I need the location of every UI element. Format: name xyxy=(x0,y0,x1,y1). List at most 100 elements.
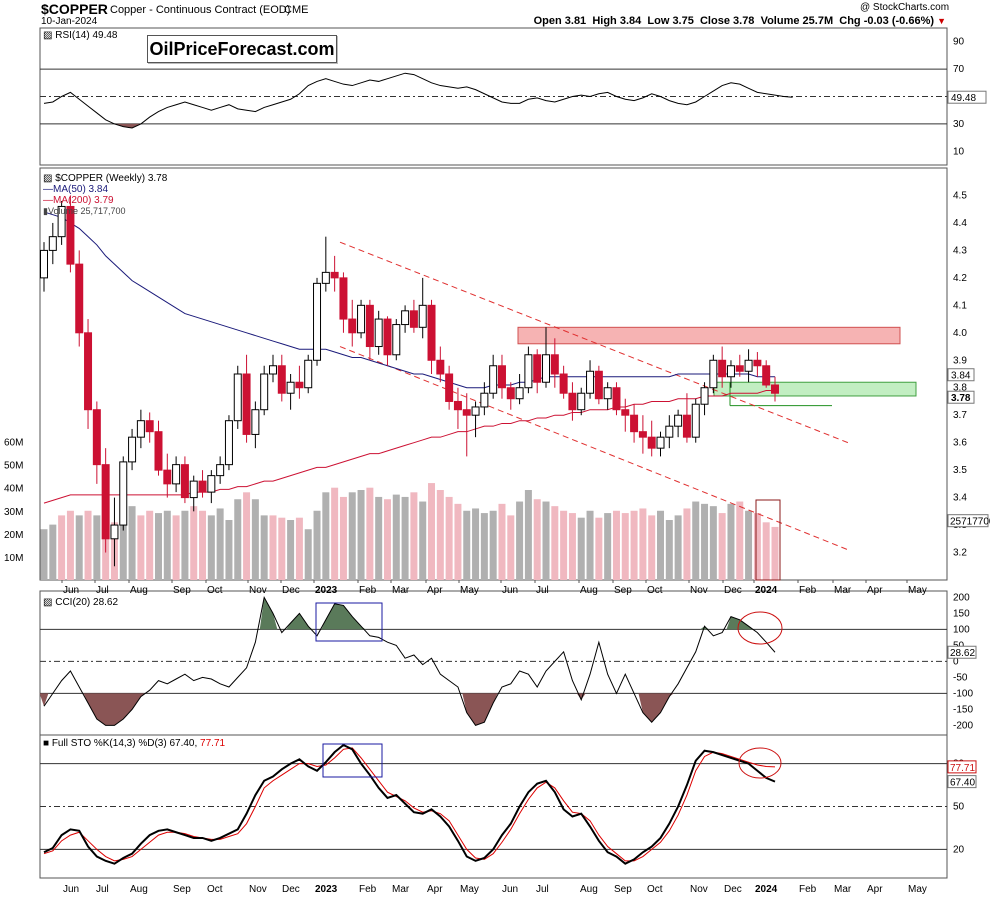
cci-tick-label: -200 xyxy=(953,720,973,731)
resistance-zone xyxy=(517,326,901,345)
month-label-price: Aug xyxy=(580,585,598,596)
candle-body xyxy=(119,461,128,526)
month-label-bottom: Oct xyxy=(647,884,663,895)
candle-body xyxy=(471,406,480,416)
volume-bar xyxy=(753,513,761,580)
volume-bar xyxy=(207,515,215,580)
volume-bar xyxy=(762,522,770,580)
cci-tick-label: 200 xyxy=(953,592,970,603)
cci-tick-label: -100 xyxy=(953,688,973,699)
price-tick-label: 3.2 xyxy=(953,548,967,559)
volume-bar xyxy=(604,513,612,580)
candle-body xyxy=(154,431,163,471)
contract-description: Copper - Continuous Contract (EOD) xyxy=(110,4,291,16)
stoch-d-tag: 77.71 xyxy=(950,763,975,774)
ma200-line-icon: — xyxy=(43,195,53,206)
cci-marker-icon: ▨ xyxy=(43,597,53,608)
volume-bar xyxy=(551,506,559,580)
ma50-line-icon: — xyxy=(43,184,53,195)
month-label-bottom: Nov xyxy=(249,884,267,895)
month-label-price: Aug xyxy=(130,585,148,596)
candle-body xyxy=(630,414,639,433)
month-label-price: May xyxy=(908,585,927,596)
price-tick-label: 3.4 xyxy=(953,493,967,504)
month-label-price: Jul xyxy=(536,585,549,596)
price-last-tag-box xyxy=(947,368,975,382)
candle-body xyxy=(762,365,771,386)
stoch-legend: ■ Full STO %K(14,3) %D(3) 67.40, 77.71 xyxy=(43,738,225,749)
volume-bar xyxy=(586,510,594,580)
volume-bar xyxy=(736,501,744,580)
stoch-legend-k: Full STO %K(14,3) %D(3) 67.40, xyxy=(51,738,198,749)
rsi-tick-label: 90 xyxy=(953,37,965,48)
cci-overbought-fill xyxy=(726,616,753,630)
rsi-tick-label: 30 xyxy=(953,119,965,130)
month-label-bottom: Mar xyxy=(834,884,852,895)
cci-oversold-fill xyxy=(83,693,146,726)
month-label-price: Sep xyxy=(614,585,632,596)
ma50-line xyxy=(43,211,775,389)
month-label-bottom: 2024 xyxy=(755,884,778,895)
candle-body xyxy=(136,420,145,438)
month-label-price: Mar xyxy=(834,585,852,596)
chart-date: 10-Jan-2024 xyxy=(41,16,98,27)
rsi-last-tag: 49.48 xyxy=(951,93,976,104)
candle-body xyxy=(180,464,189,499)
candle-body xyxy=(207,475,216,493)
rsi-line xyxy=(43,72,793,129)
month-label-bottom: Jun xyxy=(63,884,79,895)
volume-bar xyxy=(234,499,242,580)
volume-bar xyxy=(665,520,673,580)
month-label-price: Dec xyxy=(724,585,742,596)
volume-bars-icon: ▮ xyxy=(43,206,48,216)
cci-tick-label: -150 xyxy=(953,704,973,715)
candle-body xyxy=(233,373,242,422)
candle-body xyxy=(515,387,524,400)
volume-bar xyxy=(436,490,444,580)
source-credit: @ StockCharts.com xyxy=(860,2,950,13)
price-tick-label: 3.8 xyxy=(953,383,967,394)
month-label-bottom: Feb xyxy=(799,884,817,895)
month-label-bottom: Jul xyxy=(96,884,109,895)
candle-body xyxy=(198,480,207,493)
cci-overbought-fill xyxy=(321,603,366,630)
month-label-bottom: Sep xyxy=(614,884,632,895)
price-last-tag: 3.78 xyxy=(951,393,971,404)
price-tick-label: 4.0 xyxy=(953,328,967,339)
candle-body xyxy=(189,480,198,499)
candle-body xyxy=(753,359,762,367)
candle-body xyxy=(145,420,154,433)
price-tick-label: 3.5 xyxy=(953,465,967,476)
price-marker-icon: ▨ xyxy=(43,173,53,184)
change-label: Chg xyxy=(839,15,861,27)
price-tick-label: 3.9 xyxy=(953,355,967,366)
volume-bar xyxy=(621,513,629,580)
month-label-bottom: 2023 xyxy=(315,884,338,895)
volume-bar xyxy=(445,496,453,580)
month-label-price: Nov xyxy=(690,585,708,596)
volume-bar xyxy=(225,520,233,580)
volume-bar xyxy=(516,501,524,580)
month-label-bottom: May xyxy=(460,884,479,895)
candle-body xyxy=(489,365,498,394)
close-label: Close xyxy=(699,15,730,27)
volume-bar xyxy=(489,510,497,580)
low-label: Low xyxy=(647,15,670,27)
volume-bar xyxy=(472,508,480,580)
candle-body xyxy=(286,381,295,394)
month-label-price: Dec xyxy=(282,585,300,596)
month-label-bottom: Jul xyxy=(536,884,549,895)
price-tick-label: 3.6 xyxy=(953,438,967,449)
month-label-price: Feb xyxy=(359,585,377,596)
volume-bar xyxy=(75,515,83,580)
ma50-legend-text: MA(50) 3.84 xyxy=(53,184,109,195)
candle-body xyxy=(568,392,577,411)
candle-body xyxy=(665,425,674,438)
month-label-price: Oct xyxy=(207,585,223,596)
volume-bar xyxy=(181,510,189,580)
volume-tick-label: 10M xyxy=(4,553,23,564)
volume-bar xyxy=(287,520,295,580)
volume-last-tag: 25717700 xyxy=(950,517,990,528)
volume-tick-label: 20M xyxy=(4,530,23,541)
volume-bar xyxy=(454,503,462,580)
